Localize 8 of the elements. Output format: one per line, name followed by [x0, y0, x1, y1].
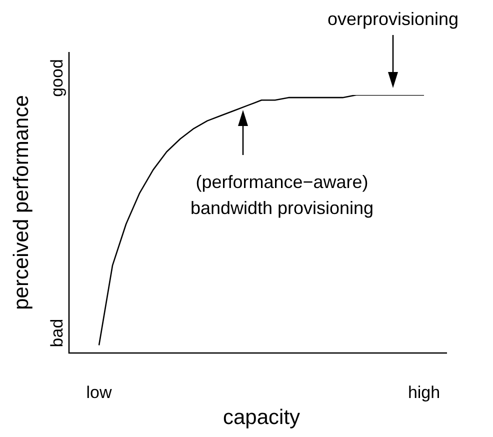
text: bad	[48, 318, 67, 348]
x-axis-title: capacity	[222, 406, 301, 430]
x-tick-label: low	[86, 382, 112, 402]
x-tick-label: high	[408, 382, 440, 402]
annotation: (performance−aware) bandwidth provisioning	[190, 172, 374, 218]
y-axis-title: perceived performance	[10, 95, 33, 310]
text: good	[48, 59, 67, 97]
text: overprovisioning	[327, 8, 459, 29]
